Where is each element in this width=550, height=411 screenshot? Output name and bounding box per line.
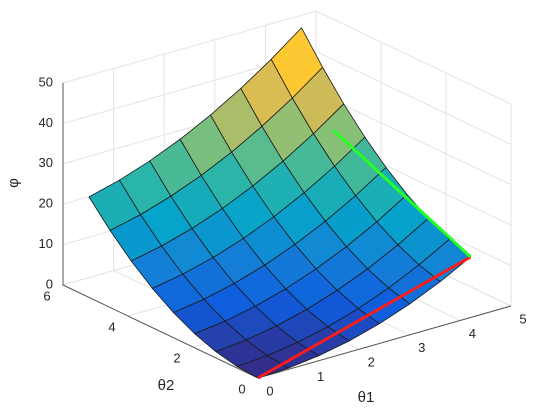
y-axis-label: θ2 bbox=[158, 377, 175, 394]
y-tick-label: 6 bbox=[43, 288, 50, 303]
z-tick-label: 20 bbox=[39, 196, 53, 211]
y-tick-label: 2 bbox=[173, 350, 180, 365]
z-tick-label: 0 bbox=[46, 276, 53, 291]
grid-line bbox=[315, 91, 512, 186]
z-tick-label: 30 bbox=[39, 155, 53, 170]
x-tick-label: 3 bbox=[418, 340, 425, 355]
z-tick-label: 50 bbox=[39, 74, 53, 89]
x-axis-label: θ1 bbox=[358, 389, 375, 406]
x-tick-label: 5 bbox=[519, 311, 526, 326]
axis-line bbox=[62, 83, 512, 379]
grid-line bbox=[315, 50, 512, 145]
surface-cell bbox=[236, 355, 289, 379]
x-tick-label: 0 bbox=[266, 383, 273, 398]
y-tick-label: 4 bbox=[108, 319, 115, 334]
x-tick-label: 2 bbox=[368, 355, 375, 370]
z-tick-label: 10 bbox=[39, 236, 53, 251]
z-axis-label: φ bbox=[5, 178, 22, 188]
y-tick-label: 0 bbox=[238, 381, 245, 396]
x-tick-label: 1 bbox=[317, 369, 324, 384]
grid-line bbox=[315, 10, 512, 105]
z-tick-label: 40 bbox=[39, 115, 53, 130]
path-line bbox=[332, 129, 472, 259]
x-tick-label: 4 bbox=[469, 326, 476, 341]
grid-line bbox=[62, 10, 317, 84]
path-line bbox=[257, 255, 472, 380]
